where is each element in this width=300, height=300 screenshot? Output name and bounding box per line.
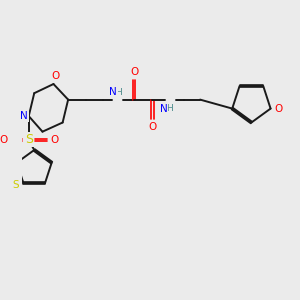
Text: N: N (20, 111, 28, 121)
Text: N: N (160, 104, 167, 114)
Text: S: S (25, 134, 33, 146)
Text: O: O (130, 67, 138, 77)
Text: O: O (0, 135, 7, 145)
Text: O: O (50, 135, 59, 145)
Text: O: O (275, 103, 283, 114)
Text: O: O (148, 122, 157, 132)
Text: S: S (12, 180, 19, 190)
Text: H: H (115, 88, 122, 97)
Text: O: O (51, 71, 59, 81)
Text: H: H (167, 104, 173, 113)
Text: N: N (109, 87, 117, 97)
